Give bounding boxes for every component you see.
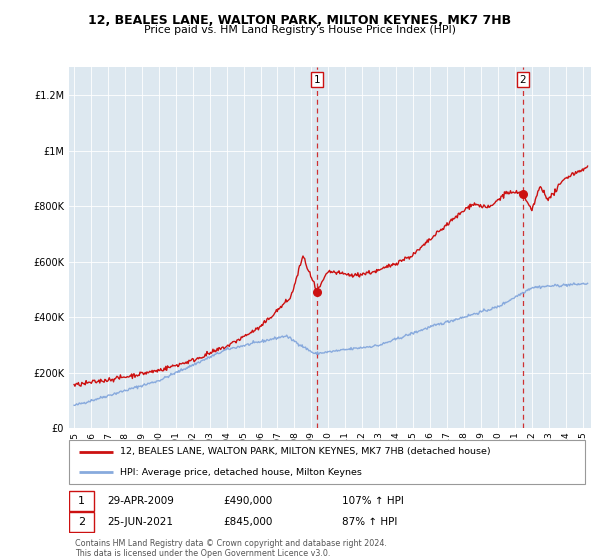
- Text: Contains HM Land Registry data © Crown copyright and database right 2024.: Contains HM Land Registry data © Crown c…: [75, 539, 387, 548]
- Text: 1: 1: [78, 496, 85, 506]
- Text: 25-JUN-2021: 25-JUN-2021: [108, 517, 174, 527]
- Text: 12, BEALES LANE, WALTON PARK, MILTON KEYNES, MK7 7HB (detached house): 12, BEALES LANE, WALTON PARK, MILTON KEY…: [119, 447, 490, 456]
- Text: This data is licensed under the Open Government Licence v3.0.: This data is licensed under the Open Gov…: [75, 549, 331, 558]
- Text: 12, BEALES LANE, WALTON PARK, MILTON KEYNES, MK7 7HB: 12, BEALES LANE, WALTON PARK, MILTON KEY…: [88, 14, 512, 27]
- Text: 29-APR-2009: 29-APR-2009: [108, 496, 175, 506]
- Text: 107% ↑ HPI: 107% ↑ HPI: [343, 496, 404, 506]
- Text: 1: 1: [313, 74, 320, 85]
- Text: 87% ↑ HPI: 87% ↑ HPI: [343, 517, 398, 527]
- Text: HPI: Average price, detached house, Milton Keynes: HPI: Average price, detached house, Milt…: [119, 468, 361, 477]
- Text: 2: 2: [520, 74, 526, 85]
- Text: £490,000: £490,000: [224, 496, 273, 506]
- Bar: [69, 512, 94, 532]
- Point: [518, 189, 527, 198]
- Bar: [69, 491, 94, 511]
- Text: 2: 2: [78, 517, 85, 527]
- Text: Price paid vs. HM Land Registry's House Price Index (HPI): Price paid vs. HM Land Registry's House …: [144, 25, 456, 35]
- Point: [312, 288, 322, 297]
- Text: £845,000: £845,000: [224, 517, 273, 527]
